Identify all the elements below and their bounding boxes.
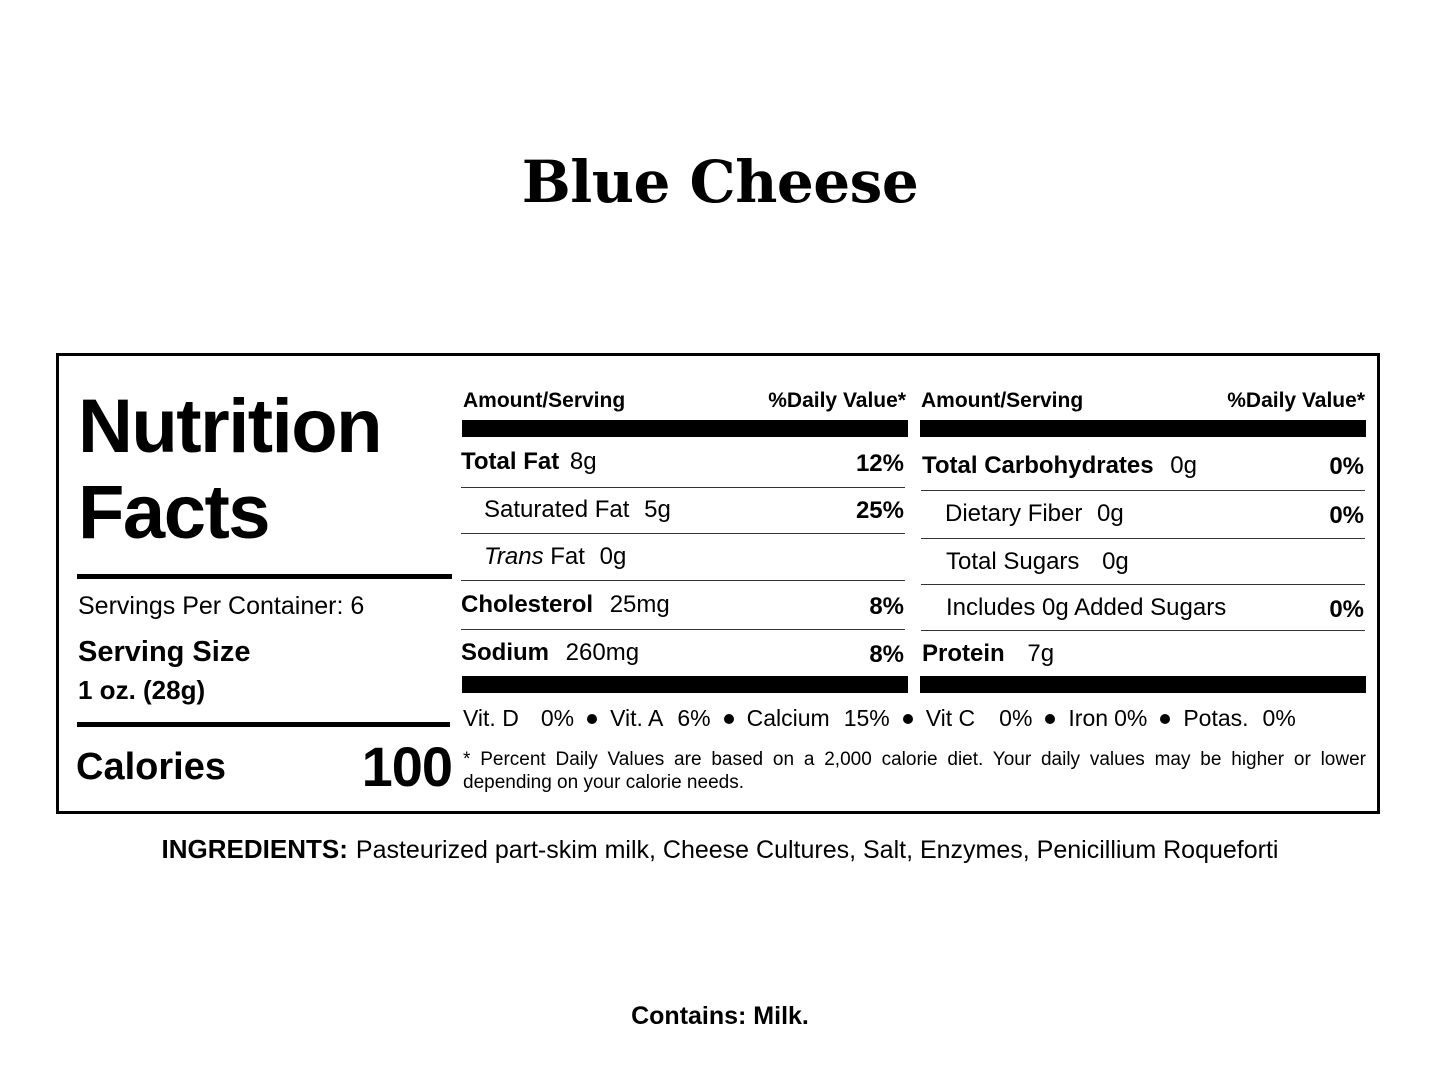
vitamin-item: Vit. A 6% [610,705,711,731]
calories-value: 100 [361,735,453,798]
vitamins-row: Vit. D 0% Vit. A 6% Calcium 15% Vit C 0% Iro… [463,705,1368,732]
vitamin-item: Potas. 0% [1183,705,1296,731]
bullet-icon [723,713,734,724]
bullet-icon [1045,713,1056,724]
nutrition-facts-panel [56,353,1380,814]
nutrient-amount: 5g [644,496,671,523]
left-header-bar [462,420,908,437]
nutrient-amount: 0g [1102,548,1129,575]
right-header-dv: %Daily Value* [1227,389,1365,412]
row-cholesterol: Cholesterol 25mg [461,591,670,619]
nutrient-name: Fat [550,543,585,570]
left-footer-bar [462,676,908,693]
nutrient-amount: 260mg [565,639,640,666]
nutrient-name: Protein [922,640,1005,667]
vitamin-item: Calcium 15% [746,705,890,731]
vitamin-item: Vit C 0% [925,705,1033,731]
nutrient-amount: 7g [1027,640,1055,667]
row-dietary-fiber: Dietary Fiber 0g [945,500,1124,528]
daily-value-footnote: * Percent Daily Values are based on a 2,… [463,749,1366,793]
dv-total-fat: 12% [855,450,904,477]
allergen-statement: Contains: Milk. [631,1002,809,1030]
nutrient-name: Total Carbohydrates [922,452,1154,479]
nutrient-amount: 0g [1097,500,1124,527]
row-divider [921,630,1365,631]
nutrient-amount: 8g [569,448,597,475]
serving-size-value: 1 oz. (28g) [78,675,206,705]
row-divider [921,490,1365,491]
right-footer-bar [920,676,1366,693]
nutrition-facts-heading: Nutrition Facts [78,384,383,556]
nutrient-amount: 0g [599,543,627,570]
nutrient-name: Total Fat [461,448,560,475]
ingredients-text: Pasteurized part-skim milk, Cheese Cultu… [355,836,1279,864]
left-header-amount: Amount/Serving [463,389,626,412]
row-divider [461,629,905,630]
ingredients-label: INGREDIENTS: [161,834,348,864]
serving-size-label: Serving Size [78,636,251,668]
vitamin-item: Iron 0% [1068,705,1148,731]
row-divider [461,580,905,581]
nutrient-name: Total Sugars [946,548,1080,575]
heading-line-1: Nutrition [78,384,383,469]
row-divider [921,584,1365,585]
row-saturated-fat: Saturated Fat 5g [484,496,671,524]
nutrient-name: Cholesterol [461,591,594,618]
row-added-sugars: Includes 0g Added Sugars [946,594,1226,622]
dv-added-sugars: 0% [1329,596,1364,623]
dv-sodium: 8% [869,641,904,668]
servings-per-container: Servings Per Container: 6 [78,592,365,620]
row-total-carbohydrates: Total Carbohydrates 0g [922,452,1197,480]
bullet-icon [1160,713,1171,724]
rule-above-calories [77,722,450,727]
product-title: Blue Cheese [521,148,919,216]
nutrient-name-italic: Trans [484,543,544,570]
row-trans-fat: Trans Fat 0g [484,543,626,571]
row-divider [461,533,905,534]
row-divider [461,487,905,488]
row-sodium: Sodium 260mg [461,639,639,667]
vitamin-item: Vit. D 0% [463,705,575,731]
dv-saturated-fat: 25% [855,497,904,524]
dv-dietary-fiber: 0% [1329,502,1364,529]
nutrient-name: Dietary Fiber [945,500,1083,527]
row-total-sugars: Total Sugars 0g [946,548,1129,576]
nutrient-name: Sodium [461,639,549,666]
left-header-dv: %Daily Value* [768,389,906,412]
heading-line-2: Facts [78,470,271,555]
nutrient-name: Includes 0g Added Sugars [946,594,1227,621]
row-divider [921,538,1365,539]
dv-total-carbohydrates: 0% [1329,453,1364,480]
dv-cholesterol: 8% [869,593,904,620]
rule-under-heading [77,574,452,579]
row-total-fat: Total Fat 8g [461,448,597,476]
ingredients: INGREDIENTS: Pasteurized part-skim milk, … [0,834,1440,865]
right-header-amount: Amount/Serving [921,389,1084,412]
bullet-icon [902,713,913,724]
nutrient-amount: 0g [1170,452,1197,479]
bullet-icon [587,713,598,724]
right-header-bar [920,420,1366,437]
calories-label: Calories [76,746,226,788]
nutrient-amount: 25mg [609,591,670,618]
nutrient-name: Saturated Fat [484,496,630,523]
row-protein: Protein 7g [922,640,1054,668]
